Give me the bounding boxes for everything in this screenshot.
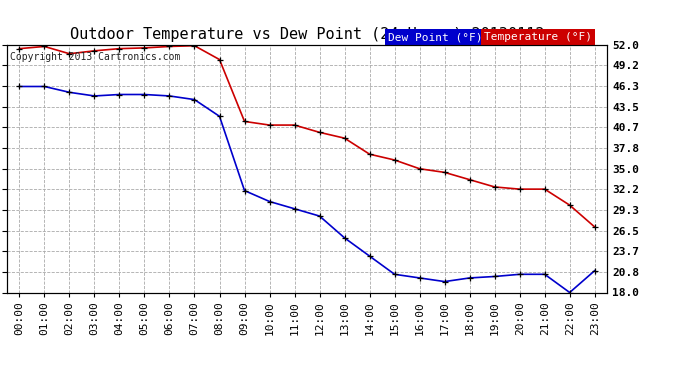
Text: Copyright 2013 Cartronics.com: Copyright 2013 Cartronics.com: [10, 53, 180, 62]
Text: Dew Point (°F): Dew Point (°F): [388, 32, 482, 42]
Text: Temperature (°F): Temperature (°F): [484, 32, 592, 42]
Title: Outdoor Temperature vs Dew Point (24 Hours) 20130112: Outdoor Temperature vs Dew Point (24 Hou…: [70, 27, 544, 42]
